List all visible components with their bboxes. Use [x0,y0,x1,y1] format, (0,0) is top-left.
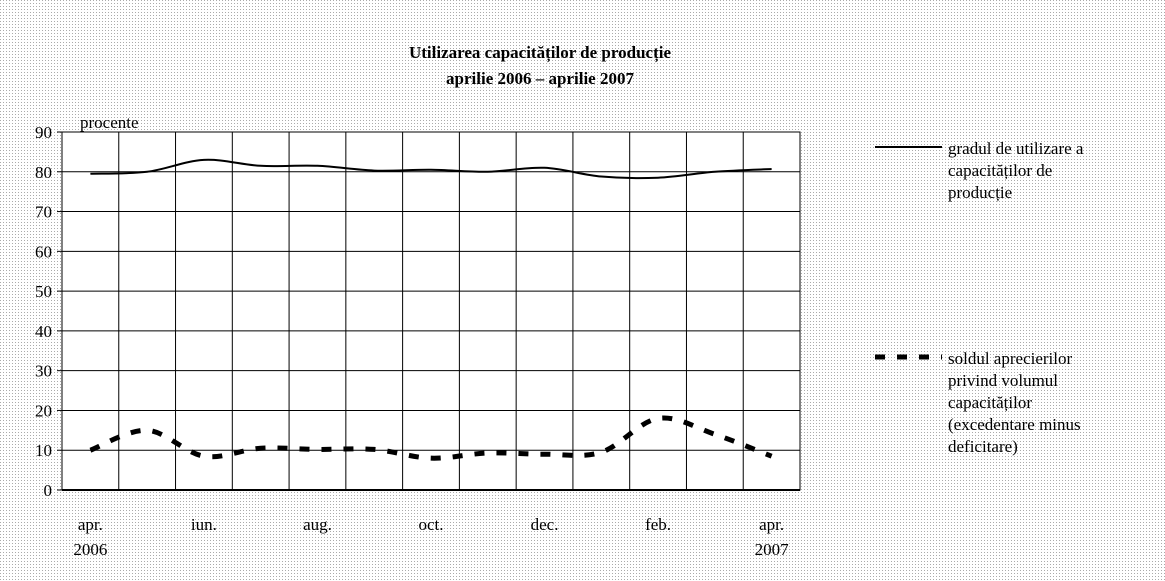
y-tick-label: 30 [35,362,52,381]
x-tick-label: iun. [191,515,217,534]
y-tick-label: 70 [35,203,52,222]
y-tick-label: 20 [35,401,52,420]
chart-title: Utilizarea capacităților de producție [409,43,671,63]
x-tick-label: feb. [645,515,671,534]
legend-label: gradul de utilizare a capacităților de p… [948,139,1084,202]
x-tick-label: apr. 2007 [755,515,790,559]
y-tick-label: 60 [35,242,52,261]
plot-area [61,131,801,491]
x-tick-label: oct. [418,515,443,534]
legend-label: soldul aprecierilor privind volumul capa… [948,349,1081,456]
x-tick-label: dec. [531,515,559,534]
y-axis-label: procente [80,113,139,132]
chart-subtitle: aprilie 2006 – aprilie 2007 [446,69,634,88]
y-tick-label: 0 [44,481,53,500]
series-line [90,158,772,180]
y-tick-label: 80 [35,163,52,182]
x-tick-label: aug. [303,515,332,534]
series-line [89,415,773,461]
y-tick-label: 10 [35,441,52,460]
y-tick-label: 40 [35,322,52,341]
x-tick-label: apr. 2006 [73,515,107,559]
y-tick-label: 50 [35,282,52,301]
y-tick-label: 90 [35,123,52,142]
